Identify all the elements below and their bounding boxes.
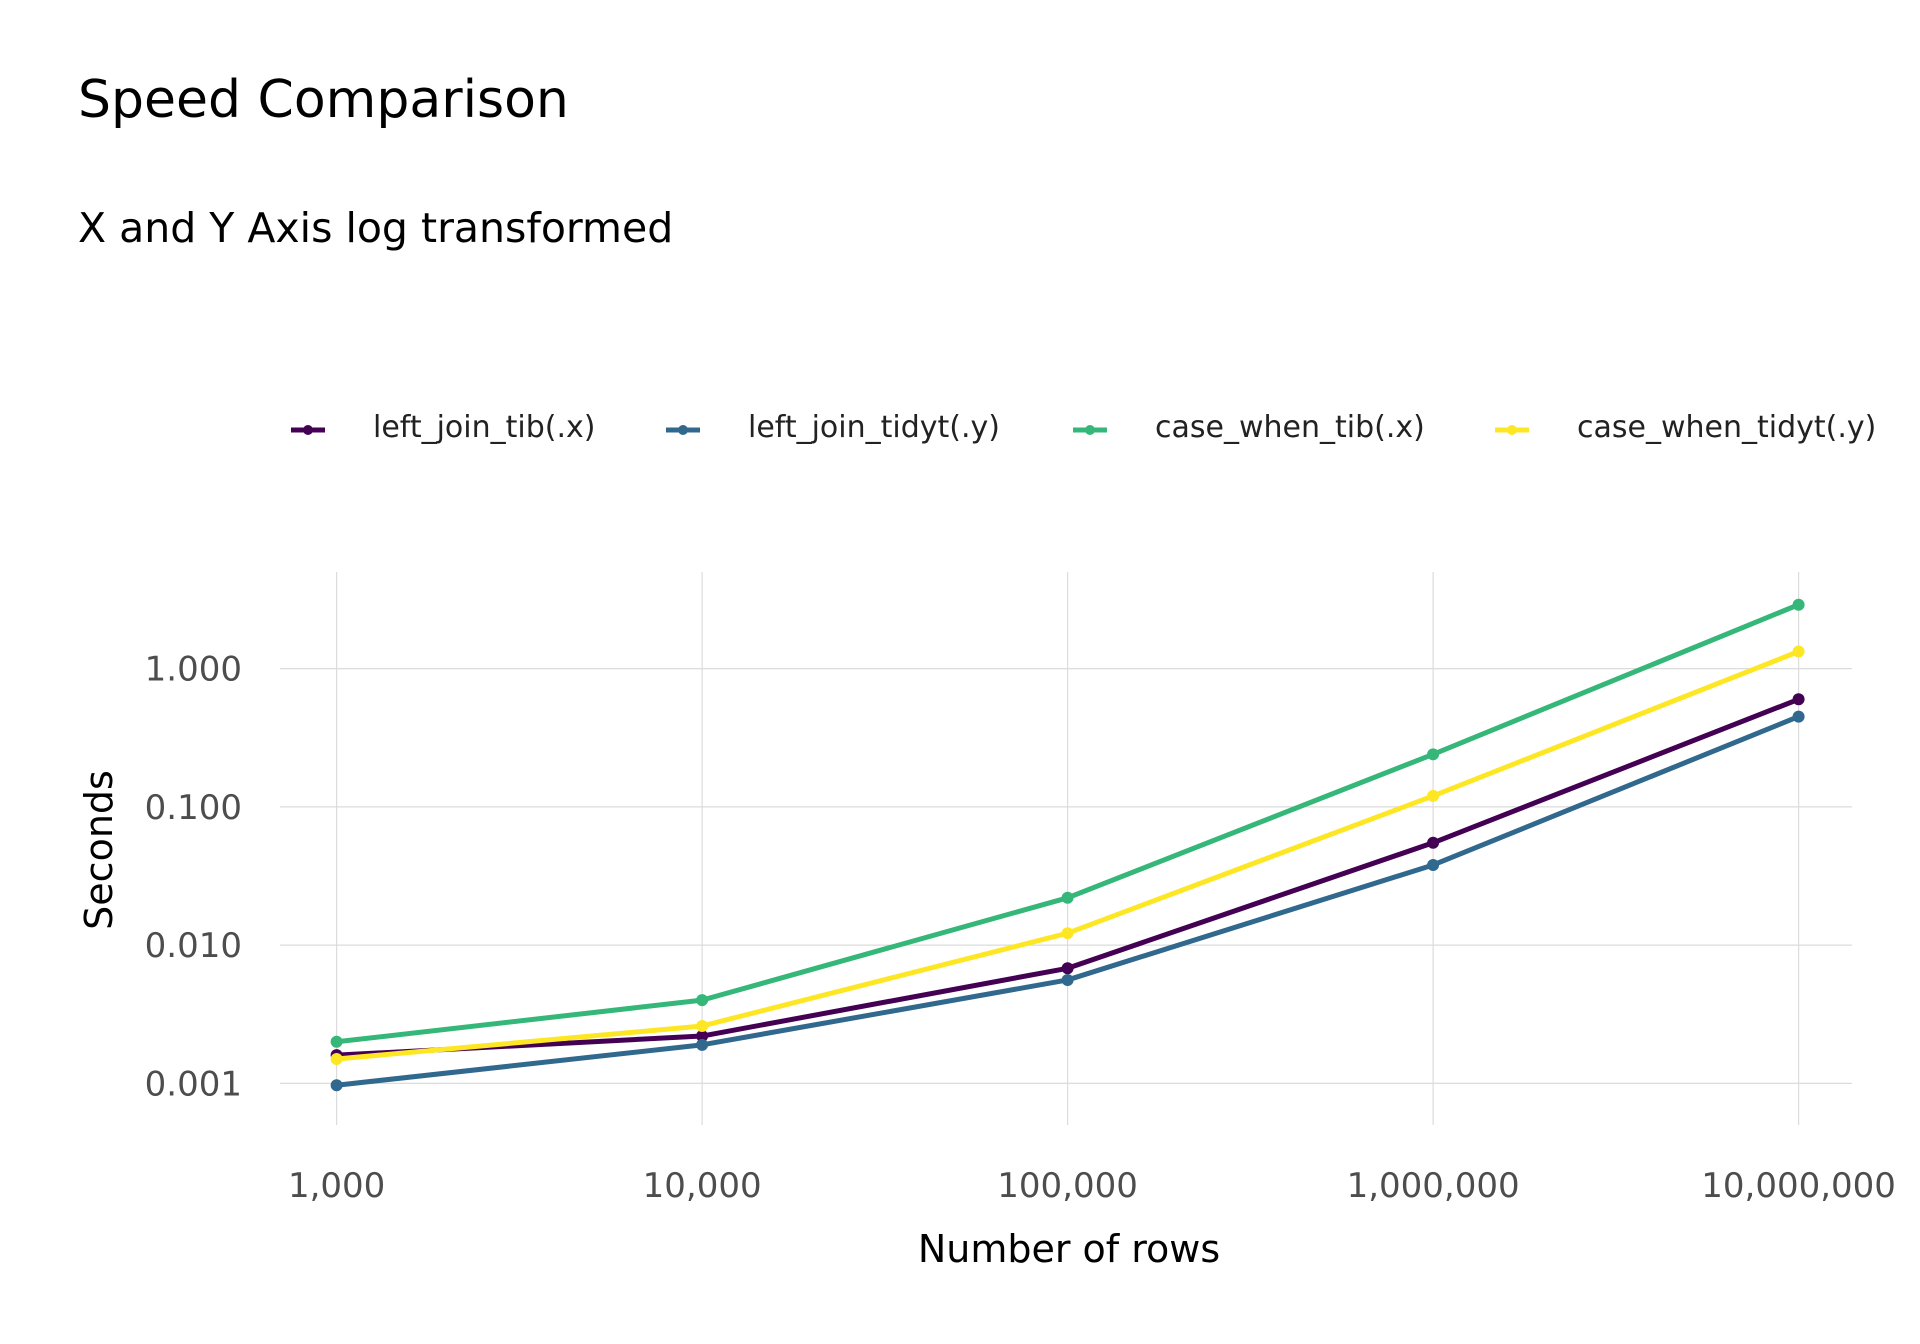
x-axis-title: Number of rows <box>918 1227 1220 1271</box>
legend-label: case_when_tidyt(.y) <box>1577 410 1877 445</box>
legend-label: left_join_tib(.x) <box>373 410 596 445</box>
data-point <box>1061 891 1074 904</box>
data-point <box>1792 693 1805 706</box>
legend: left_join_tib(.x) left_join_tidyt(.y) ca… <box>0 405 1920 455</box>
data-point <box>696 1030 709 1043</box>
data-point <box>330 1079 343 1092</box>
legend-key <box>666 425 700 435</box>
data-point <box>696 1020 709 1033</box>
y-tick-label: 0.100 <box>145 788 242 828</box>
y-tick-label: 0.010 <box>145 926 242 966</box>
y-tick-label: 0.001 <box>145 1064 242 1104</box>
y-axis-title: Seconds <box>77 770 121 930</box>
data-point <box>1427 836 1440 849</box>
chart-title: Speed Comparison <box>78 70 569 130</box>
data-point <box>330 1035 343 1048</box>
data-point <box>696 1038 709 1051</box>
data-point <box>330 1053 343 1066</box>
data-point <box>1792 598 1805 611</box>
x-tick-label: 100,000 <box>997 1166 1138 1206</box>
legend-key <box>1495 425 1529 435</box>
data-point <box>696 994 709 1007</box>
data-point <box>1427 858 1440 871</box>
legend-label: case_when_tib(.x) <box>1155 410 1425 445</box>
x-tick-label: 1,000 <box>288 1166 385 1206</box>
y-tick-label: 1.000 <box>145 650 242 690</box>
data-point <box>1792 710 1805 723</box>
data-point <box>1792 645 1805 658</box>
legend-label: left_join_tidyt(.y) <box>748 410 1000 445</box>
legend-key <box>1073 425 1107 435</box>
data-point <box>1427 789 1440 802</box>
x-tick-label: 10,000,000 <box>1701 1166 1896 1206</box>
data-point <box>1061 973 1074 986</box>
chart-subtitle: X and Y Axis log transformed <box>78 204 674 252</box>
legend-key <box>291 425 325 435</box>
x-tick-label: 1,000,000 <box>1347 1166 1520 1206</box>
data-point <box>1061 927 1074 940</box>
data-point <box>1427 748 1440 761</box>
x-tick-label: 10,000 <box>643 1166 762 1206</box>
data-point <box>1061 962 1074 975</box>
